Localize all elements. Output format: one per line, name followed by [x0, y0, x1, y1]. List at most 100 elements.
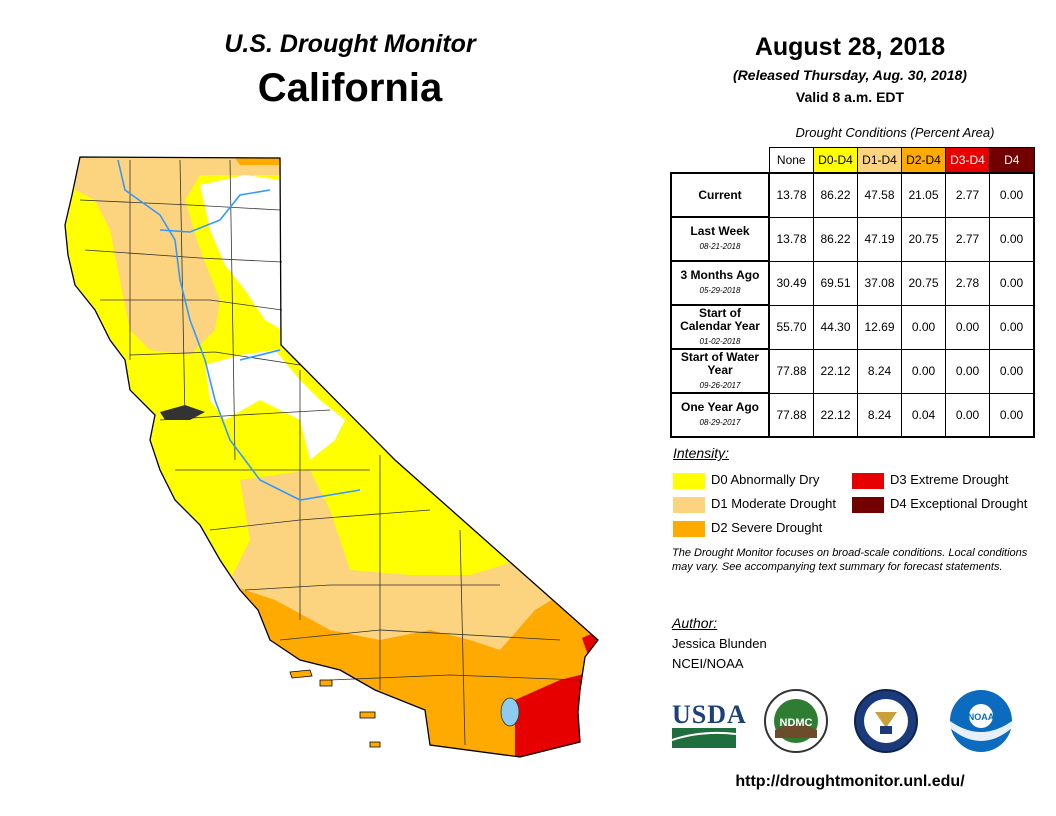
legend-item-d4: D4 Exceptional Drought — [852, 494, 1027, 514]
legend-swatch-d3 — [852, 472, 884, 489]
channel-islands — [289, 669, 381, 748]
table-cell: 47.19 — [857, 216, 902, 262]
legend-swatch-d2 — [673, 520, 705, 537]
none-area-north — [200, 175, 282, 330]
row-date: 05-29-2018 — [699, 286, 741, 295]
table-cell: 0.00 — [989, 304, 1035, 350]
row-label: One Year Ago 08-29-2017 — [670, 392, 770, 438]
table-cell: 69.51 — [813, 260, 858, 306]
table-cell: 2.77 — [945, 172, 990, 218]
table-cell: 0.00 — [989, 392, 1035, 438]
table-cell: 2.77 — [945, 216, 990, 262]
table-cell: 2.78 — [945, 260, 990, 306]
author-name: Jessica Blunden — [672, 636, 767, 651]
legend-label-d2: D2 Severe Drought — [711, 520, 823, 535]
author-org: NCEI/NOAA — [672, 656, 744, 671]
disclaimer-note: The Drought Monitor focuses on broad-sca… — [672, 547, 1028, 573]
table-cell: 86.22 — [813, 172, 858, 218]
valid-time: Valid 8 a.m. EDT — [795, 89, 905, 105]
table-cell: 44.30 — [813, 304, 858, 350]
usda-logo-text: USDA — [672, 700, 747, 729]
website-url[interactable]: http://droughtmonitor.unl.edu/ — [735, 773, 965, 790]
noaa-logo: NOAA — [950, 690, 1012, 752]
row-label: Start of Calendar Year 01-02-2018 — [670, 304, 770, 350]
table-cell: 13.78 — [768, 216, 814, 262]
map-date: August 28, 2018 — [754, 33, 946, 61]
commerce-seal — [854, 689, 918, 753]
drought-conditions-table: None D0-D4 D1-D4 D2-D4 D3-D4 D4 Current 1… — [670, 147, 1035, 438]
table-cell: 0.00 — [989, 260, 1035, 306]
col-header-d2-d4: D2-D4 — [901, 147, 946, 174]
table-cell: 47.58 — [857, 172, 902, 218]
california-drought-map — [64, 156, 599, 758]
table-cell: 21.05 — [901, 172, 946, 218]
table-row: One Year Ago 08-29-2017 77.88 22.12 8.24 0.04… — [670, 392, 1035, 438]
table-cell: 0.00 — [901, 304, 946, 350]
legend-label-d3: D3 Extreme Drought — [890, 472, 1009, 487]
table-caption: Drought Conditions (Percent Area) — [795, 125, 995, 140]
row-label-text: Current — [698, 187, 742, 202]
table-cell: 22.12 — [813, 392, 858, 438]
table-row: Last Week 08-21-2018 13.78 86.22 47.19 20.75 2… — [670, 216, 1035, 262]
map-title: U.S. Drought Monitor — [224, 30, 476, 58]
table-corner — [671, 148, 769, 174]
ndmc-logo-text: NDMC — [780, 717, 813, 729]
table-cell: 55.70 — [768, 304, 814, 350]
table-cell: 8.24 — [857, 348, 902, 394]
table-cell: 0.00 — [989, 348, 1035, 394]
table-row: Current 13.78 86.22 47.58 21.05 2.77 0.00 — [670, 172, 1035, 218]
col-header-d1-d4: D1-D4 — [857, 147, 902, 174]
legend-swatch-d1 — [673, 496, 705, 513]
row-label: Current — [670, 172, 770, 218]
row-label-text: Start of Calendar Year — [680, 305, 760, 333]
table-cell: 0.04 — [901, 392, 946, 438]
table-cell: 0.00 — [945, 304, 990, 350]
d1-north-area — [75, 157, 290, 355]
none-area-central — [205, 350, 345, 460]
table-cell: 12.69 — [857, 304, 902, 350]
row-label-text: One Year Ago — [680, 400, 760, 414]
table-cell: 0.00 — [901, 348, 946, 394]
noaa-logo-text: NOAA — [968, 712, 995, 722]
legend-swatch-d4 — [852, 496, 884, 513]
table-cell: 0.00 — [989, 216, 1035, 262]
table-row: 3 Months Ago 05-29-2018 30.49 69.51 37.08 20.… — [670, 260, 1035, 306]
table-cell: 13.78 — [768, 172, 814, 218]
table-row: Start of Calendar Year 01-02-2018 55.70 44.… — [670, 304, 1035, 350]
row-date: 08-29-2017 — [699, 418, 741, 427]
table-cell: 8.24 — [857, 392, 902, 438]
ndmc-logo: NDMC — [764, 689, 828, 753]
row-label-text: 3 Months Ago — [680, 268, 760, 282]
table-cell: 22.12 — [813, 348, 858, 394]
table-cell: 0.00 — [989, 172, 1035, 218]
drought-areas — [65, 157, 598, 757]
table-cell: 20.75 — [901, 216, 946, 262]
table-header-row: None D0-D4 D1-D4 D2-D4 D3-D4 D4 — [671, 147, 1035, 174]
usda-logo-swoosh — [672, 728, 736, 748]
legend-title: Intensity: — [673, 445, 730, 461]
table-cell: 86.22 — [813, 216, 858, 262]
usda-logo: USDA — [672, 700, 747, 730]
row-date: 08-21-2018 — [699, 242, 741, 251]
row-label: 3 Months Ago 05-29-2018 — [670, 260, 770, 306]
table-cell: 30.49 — [768, 260, 814, 306]
col-header-d0-d4: D0-D4 — [813, 147, 858, 174]
release-date: (Released Thursday, Aug. 30, 2018) — [733, 67, 967, 83]
col-header-d3-d4: D3-D4 — [945, 147, 990, 174]
legend-label-d4: D4 Exceptional Drought — [890, 496, 1028, 511]
legend-item-d2: D2 Severe Drought — [673, 518, 822, 538]
legend-label-d0: D0 Abnormally Dry — [711, 472, 820, 487]
legend-label-d1: D1 Moderate Drought — [711, 496, 837, 511]
table-row: Start of Water Year 09-26-2017 77.88 22.12 8… — [670, 348, 1035, 394]
legend-item-d3: D3 Extreme Drought — [852, 470, 1009, 490]
legend-swatch-d0 — [673, 472, 705, 489]
table-cell: 77.88 — [768, 348, 814, 394]
sf-bay — [160, 405, 205, 420]
salton-sea — [500, 697, 520, 727]
row-date: 09-26-2017 — [699, 380, 741, 390]
row-label-text: Last Week — [690, 224, 750, 238]
table-cell: 20.75 — [901, 260, 946, 306]
table-cell: 0.00 — [945, 348, 990, 394]
row-label-text: Start of Water Year — [680, 349, 760, 377]
county-lines — [79, 159, 581, 746]
